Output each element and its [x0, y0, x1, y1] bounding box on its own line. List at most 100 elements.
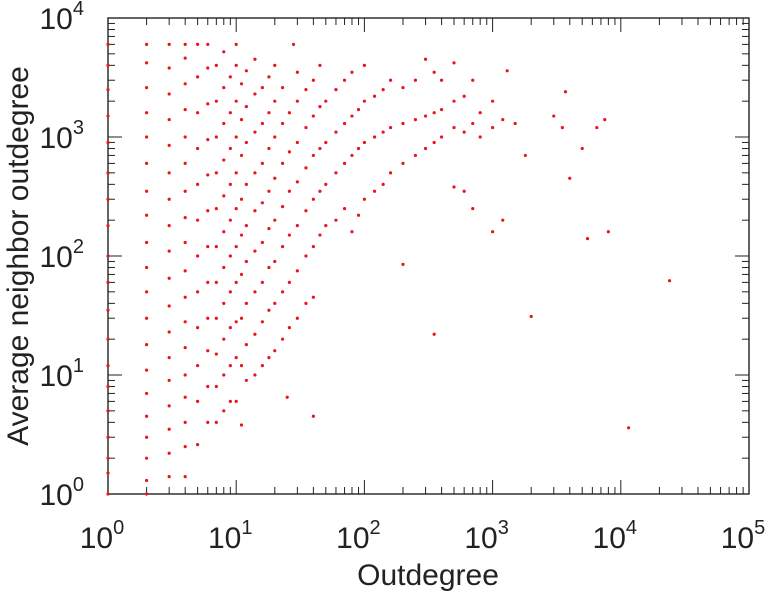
- data-point: [106, 435, 110, 439]
- data-point: [452, 61, 456, 65]
- data-point: [144, 368, 149, 372]
- data-point: [222, 301, 226, 305]
- data-point: [167, 276, 171, 280]
- data-point: [478, 135, 482, 139]
- data-point: [228, 218, 232, 222]
- data-point: [356, 146, 361, 151]
- data-point: [432, 70, 436, 74]
- data-point: [228, 326, 232, 330]
- data-point: [144, 290, 149, 294]
- data-point: [260, 161, 264, 165]
- data-point: [167, 171, 171, 175]
- data-point: [183, 295, 187, 299]
- x-tick-labels: 100 101 102 103 104 105: [80, 517, 766, 555]
- data-point: [167, 92, 171, 96]
- data-point: [167, 143, 171, 147]
- data-point: [167, 42, 171, 47]
- data-point: [381, 130, 385, 134]
- data-point: [206, 384, 210, 389]
- data-point: [311, 295, 315, 299]
- data-point: [273, 63, 277, 67]
- data-point: [280, 205, 285, 209]
- data-point: [273, 301, 277, 305]
- data-point: [273, 135, 277, 139]
- data-point: [167, 330, 171, 334]
- data-point: [239, 363, 244, 368]
- data-point: [267, 356, 271, 360]
- data-point: [106, 88, 110, 92]
- data-point: [214, 316, 218, 320]
- data-point: [244, 182, 248, 186]
- data-point: [304, 209, 308, 213]
- data-point: [196, 254, 200, 258]
- data-point: [106, 224, 110, 228]
- data-point: [372, 135, 377, 139]
- data-point: [196, 363, 200, 368]
- data-point: [334, 130, 338, 134]
- y-tick-label: 103: [40, 117, 85, 155]
- data-point: [106, 114, 110, 118]
- data-point: [452, 125, 456, 130]
- data-point: [260, 86, 264, 90]
- data-point: [214, 99, 218, 103]
- data-point: [106, 254, 110, 258]
- data-point: [462, 130, 466, 134]
- data-point: [206, 280, 210, 284]
- data-point: [523, 153, 527, 158]
- data-point: [183, 420, 187, 424]
- data-point: [244, 140, 248, 145]
- data-point: [144, 240, 149, 245]
- data-point: [295, 269, 299, 273]
- data-point: [491, 230, 495, 234]
- data-point: [253, 373, 257, 377]
- data-point: [196, 42, 200, 47]
- data-point: [413, 118, 418, 122]
- data-point: [311, 414, 315, 418]
- data-point: [606, 230, 610, 234]
- data-point: [324, 99, 328, 103]
- data-point: [167, 304, 171, 308]
- data-point: [244, 343, 248, 347]
- data-point: [214, 420, 218, 424]
- plot-frame: [107, 17, 750, 495]
- data-point: [183, 82, 187, 86]
- data-point: [222, 337, 226, 341]
- data-point: [311, 78, 315, 82]
- data-point: [311, 244, 315, 249]
- data-point: [501, 218, 505, 222]
- data-point: [222, 194, 226, 198]
- data-point: [214, 171, 218, 175]
- data-point: [222, 265, 226, 270]
- data-point: [167, 378, 171, 383]
- data-point: [206, 420, 210, 424]
- data-point: [505, 69, 509, 73]
- data-point: [106, 42, 110, 47]
- data-point: [206, 66, 210, 70]
- data-point: [295, 316, 299, 320]
- data-point: [183, 269, 187, 273]
- data-point: [222, 50, 226, 54]
- data-point: [106, 409, 110, 413]
- data-point: [106, 171, 110, 175]
- data-point: [234, 42, 238, 47]
- data-point: [253, 57, 257, 61]
- data-point: [260, 280, 264, 284]
- data-point: [318, 63, 322, 67]
- data-point: [563, 90, 568, 94]
- data-point: [167, 249, 171, 253]
- data-point: [167, 427, 171, 431]
- data-point: [234, 207, 238, 211]
- data-point: [106, 63, 110, 67]
- data-point: [452, 185, 456, 189]
- y-tick-label: 102: [40, 236, 85, 274]
- data-point: [196, 326, 200, 330]
- data-point: [413, 153, 418, 158]
- data-point: [244, 378, 248, 383]
- data-point: [595, 125, 599, 130]
- data-point: [253, 290, 257, 294]
- data-point: [471, 78, 475, 82]
- x-axis-title: Outdegree: [357, 559, 499, 592]
- data-point: [304, 88, 308, 92]
- data-point: [196, 290, 200, 294]
- data-point: [144, 42, 149, 47]
